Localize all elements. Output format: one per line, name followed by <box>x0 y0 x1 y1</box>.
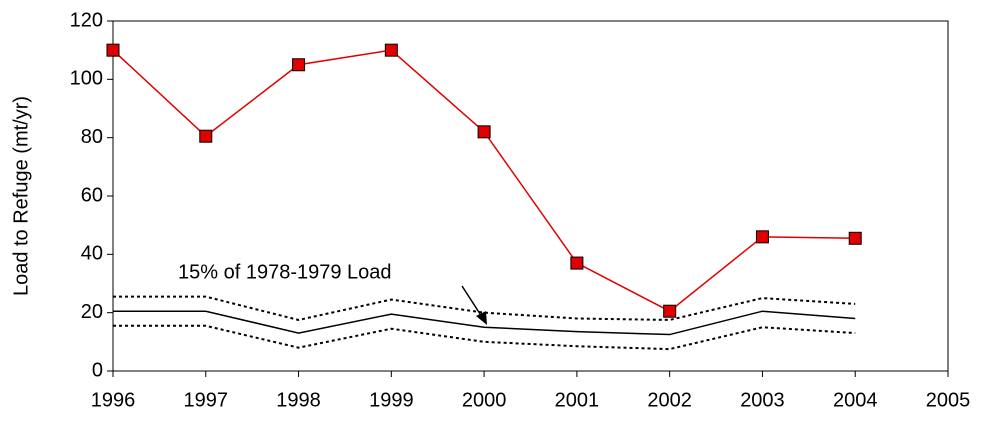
x-tick-label: 2001 <box>555 389 600 411</box>
annotation: 15% of 1978-1979 Load <box>178 261 392 283</box>
y-tick-label: 80 <box>81 126 103 148</box>
series-line <box>113 295 856 321</box>
x-tick-label: 2002 <box>647 389 692 411</box>
x-tick-label: 2004 <box>833 389 878 411</box>
series-line <box>113 310 856 336</box>
x-tick-label: 1996 <box>91 389 136 411</box>
marker <box>384 43 398 57</box>
y-tick-label: 100 <box>70 68 103 90</box>
marker <box>106 43 120 57</box>
y-tick-label: 40 <box>81 243 103 265</box>
x-tick-label: 2005 <box>926 389 971 411</box>
marker <box>755 230 769 244</box>
annotation-arrowhead <box>476 311 487 325</box>
y-axis-label: Load to Refuge (mt/yr) <box>10 96 32 296</box>
marker <box>199 129 213 143</box>
y-tick-label: 20 <box>81 301 103 323</box>
marker <box>292 58 306 72</box>
marker <box>848 231 862 245</box>
x-tick-label: 2003 <box>740 389 785 411</box>
y-tick-label: 120 <box>70 9 103 31</box>
marker <box>570 256 584 270</box>
x-tick-label: 1999 <box>369 389 414 411</box>
x-tick-label: 1998 <box>276 389 321 411</box>
marker <box>663 304 677 318</box>
series-line <box>113 324 856 351</box>
y-tick-label: 60 <box>81 184 103 206</box>
x-tick-label: 2000 <box>462 389 507 411</box>
y-tick-label: 0 <box>92 359 103 381</box>
marker <box>477 125 491 139</box>
x-tick-label: 1997 <box>184 389 229 411</box>
